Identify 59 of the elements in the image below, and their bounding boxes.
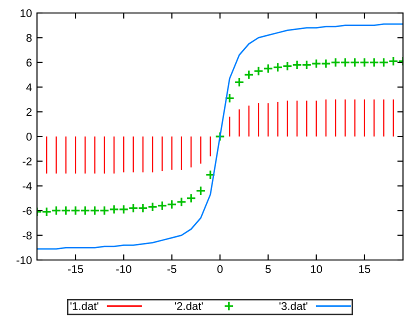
x-tick-label: 0 bbox=[217, 265, 223, 274]
point bbox=[292, 60, 302, 70]
y-tick-label: 2 bbox=[26, 108, 32, 116]
point bbox=[176, 196, 186, 207]
point bbox=[244, 70, 254, 80]
point bbox=[302, 60, 312, 70]
point bbox=[350, 57, 360, 68]
point bbox=[359, 57, 370, 68]
point bbox=[215, 132, 225, 142]
point bbox=[196, 186, 206, 196]
point bbox=[263, 64, 274, 74]
y-tick-label: 0 bbox=[26, 132, 32, 141]
x-tick-label: -10 bbox=[116, 265, 132, 274]
point bbox=[388, 56, 398, 66]
point bbox=[330, 57, 341, 68]
point bbox=[166, 199, 177, 210]
point bbox=[128, 203, 138, 214]
x-tick-label: -5 bbox=[167, 265, 176, 274]
y-tick-label: -8 bbox=[22, 232, 32, 240]
legend-label: '2.dat' bbox=[174, 302, 203, 310]
y-tick-label: -10 bbox=[16, 256, 32, 264]
y-tick-label: 8 bbox=[26, 34, 32, 42]
point bbox=[254, 66, 264, 76]
point bbox=[282, 61, 292, 72]
point bbox=[42, 206, 52, 217]
x-tick-label: 10 bbox=[310, 265, 322, 274]
x-tick-label: -15 bbox=[68, 265, 84, 274]
point bbox=[60, 206, 71, 216]
point bbox=[80, 206, 90, 216]
y-tick-label: 10 bbox=[20, 9, 32, 18]
point bbox=[186, 193, 196, 204]
y-tick-label: -2 bbox=[22, 157, 32, 166]
point bbox=[272, 62, 283, 72]
x-tick-label: 15 bbox=[359, 265, 370, 274]
point bbox=[205, 170, 216, 180]
point bbox=[90, 206, 100, 216]
x-tick-label: 5 bbox=[266, 265, 271, 274]
point bbox=[157, 200, 168, 211]
point bbox=[70, 206, 81, 216]
point bbox=[224, 93, 235, 104]
y-tick-label: 4 bbox=[26, 83, 32, 92]
legend-label: '3.dat' bbox=[279, 302, 308, 310]
point bbox=[138, 203, 148, 214]
point bbox=[148, 202, 158, 212]
point bbox=[369, 57, 380, 68]
point bbox=[311, 58, 322, 69]
legend-label: '1.dat' bbox=[70, 302, 98, 310]
y-tick-label: -6 bbox=[22, 206, 32, 215]
point bbox=[109, 204, 120, 214]
y-tick-label: -4 bbox=[22, 182, 32, 190]
point bbox=[234, 77, 244, 88]
point bbox=[320, 58, 331, 69]
point bbox=[378, 57, 389, 68]
point bbox=[340, 57, 350, 68]
point bbox=[118, 204, 129, 214]
line-series bbox=[37, 23, 403, 250]
point bbox=[99, 206, 110, 216]
point bbox=[51, 206, 62, 216]
y-tick-label: 6 bbox=[26, 58, 32, 67]
